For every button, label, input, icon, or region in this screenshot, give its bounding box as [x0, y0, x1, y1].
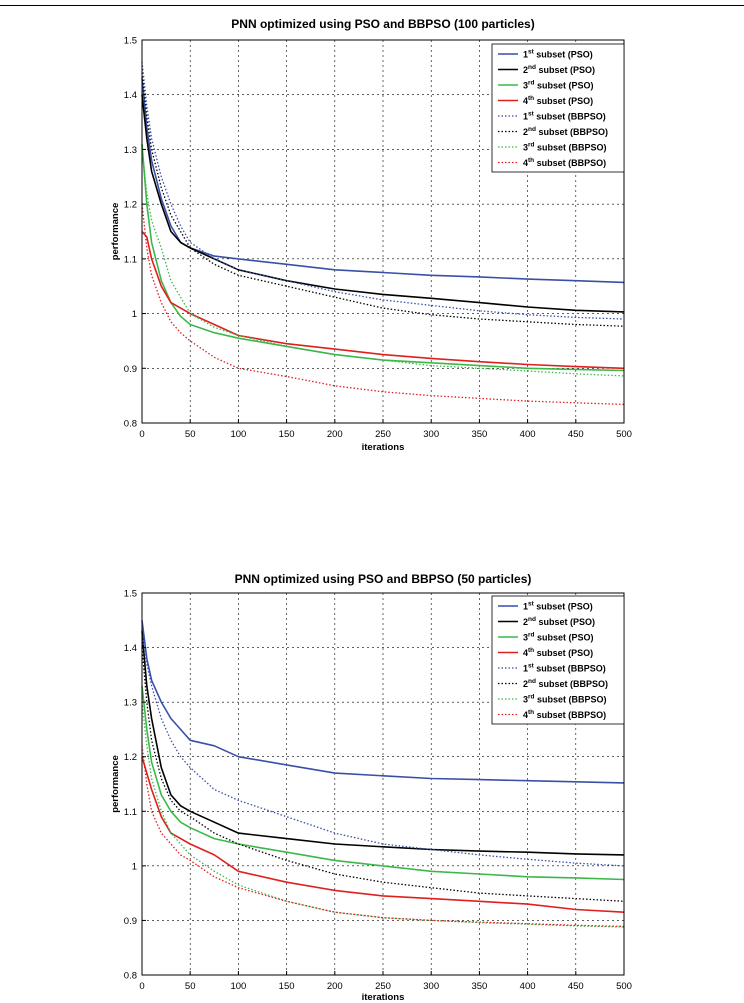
series-line-5 [141, 61, 625, 320]
legend-label-6: 2nd subset (BBPSO) [523, 678, 608, 689]
x-tick-label: 0 [139, 429, 144, 440]
y-tick-label: 0.8 [124, 971, 137, 982]
y-axis-label: performance [110, 755, 121, 813]
y-tick-label: 1.1 [124, 807, 137, 818]
series-line-4 [141, 230, 625, 370]
legend-label-8: 4th subset (BBPSO) [523, 157, 606, 168]
series-line-6 [141, 647, 625, 902]
y-tick-label: 1.3 [124, 698, 137, 709]
legend-label-1: 1st subset (PSO) [523, 601, 593, 612]
legend-label-7: 3rd subset (BBPSO) [523, 694, 607, 705]
legend-label-4: 4th subset (PSO) [523, 647, 593, 658]
x-tick-label: 300 [423, 981, 439, 992]
y-tick-label: 1.3 [124, 145, 137, 156]
x-axis-label: iterations [362, 442, 405, 453]
y-tick-label: 1.4 [124, 90, 137, 101]
chart-title: PNN optimized using PSO and BBPSO (100 p… [231, 17, 534, 31]
series-line-8 [141, 745, 625, 928]
x-tick-label: 250 [375, 429, 391, 440]
x-tick-label: 150 [279, 429, 295, 440]
y-tick-label: 1.2 [124, 200, 137, 211]
chart-50-particles: 0 50 100 150 200 250 300 350 400 450 500 0.8 0.9 1 1.1… [110, 572, 632, 1003]
x-tick-label: 450 [568, 429, 584, 440]
x-tick-label: 100 [230, 429, 246, 440]
series-line-3 [141, 143, 625, 372]
x-tick-label: 350 [471, 981, 487, 992]
legend-label-2: 2nd subset (PSO) [523, 616, 595, 627]
y-tick-label: 1.2 [124, 752, 137, 763]
y-tick-label: 1 [132, 309, 137, 320]
legend-label-5: 1st subset (BBPSO) [523, 663, 606, 674]
legend-label-1: 1st subset (PSO) [523, 49, 593, 60]
legend-label-7: 3rd subset (BBPSO) [523, 142, 607, 153]
legend-label-8: 4th subset (BBPSO) [523, 709, 606, 720]
legend-label-3: 3rd subset (PSO) [523, 80, 594, 91]
x-tick-label: 200 [327, 981, 343, 992]
series-line-1 [141, 620, 625, 784]
x-tick-label: 400 [520, 429, 536, 440]
legend: 1st subset (PSO) 2nd subset (PSO) 3rd subs… [491, 43, 625, 173]
x-tick-label: 150 [279, 981, 295, 992]
x-tick-label: 200 [327, 429, 343, 440]
legend-box [491, 43, 625, 173]
y-tick-label: 1.5 [124, 589, 137, 600]
legend-label-4: 4th subset (PSO) [523, 95, 593, 106]
chart-100-particles: 0 50 100 150 200 250 300 350 400 450 500 0.8 0.9 1 1.1… [110, 17, 632, 453]
y-tick-label: 0.8 [124, 419, 137, 430]
y-tick-label: 1 [132, 861, 137, 872]
legend-label-6: 2nd subset (BBPSO) [523, 126, 608, 137]
legend-label-2: 2nd subset (PSO) [523, 64, 595, 75]
series-line-4 [141, 756, 625, 913]
y-tick-label: 1.4 [124, 643, 137, 654]
series-line-2 [141, 631, 625, 856]
chart-title: PNN optimized using PSO and BBPSO (50 pa… [235, 572, 532, 586]
x-tick-label: 500 [616, 429, 632, 440]
y-tick-label: 1.1 [124, 254, 137, 265]
x-tick-label: 300 [423, 429, 439, 440]
x-tick-label: 500 [616, 981, 632, 992]
x-tick-label: 50 [185, 429, 196, 440]
x-tick-label: 400 [520, 981, 536, 992]
series-line-3 [141, 685, 625, 881]
y-axis-label: performance [110, 203, 121, 261]
x-axis-label: iterations [362, 992, 405, 1003]
x-tick-label: 350 [471, 429, 487, 440]
series-line-2 [141, 94, 625, 313]
series-line-6 [141, 72, 625, 327]
legend-box [491, 595, 625, 725]
legend-label-3: 3rd subset (PSO) [523, 632, 594, 643]
series-line-7 [141, 702, 625, 928]
series-line-8 [141, 204, 625, 406]
x-tick-label: 250 [375, 981, 391, 992]
legend-label-5: 1st subset (BBPSO) [523, 111, 606, 122]
x-tick-label: 50 [185, 981, 196, 992]
series-line-7 [141, 149, 625, 377]
legend: 1st subset (PSO) 2nd subset (PSO) 3rd subs… [491, 595, 625, 725]
y-tick-label: 0.9 [124, 364, 137, 375]
series-line-1 [141, 78, 625, 284]
x-tick-label: 0 [139, 981, 144, 992]
y-tick-label: 1.5 [124, 36, 137, 47]
page-top-rule [0, 5, 744, 6]
series-line-5 [141, 636, 625, 867]
x-tick-label: 450 [568, 981, 584, 992]
x-tick-label: 100 [230, 981, 246, 992]
y-tick-label: 0.9 [124, 916, 137, 927]
